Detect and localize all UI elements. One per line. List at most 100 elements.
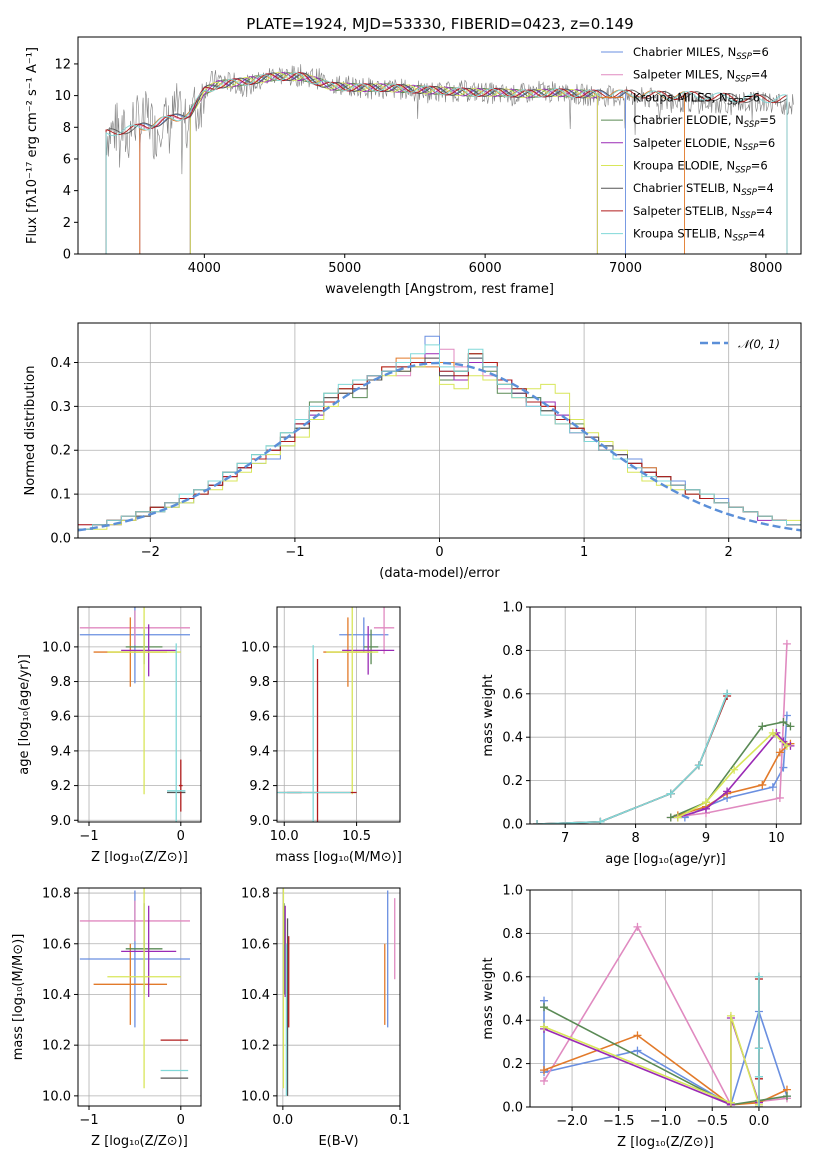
y-tick-label: 10.4	[241, 988, 270, 1003]
x-tick-label: 10.0	[270, 829, 299, 844]
plot-area	[79, 888, 190, 1089]
errorbar-salpeter-miles	[79, 610, 190, 646]
y-tick-label: 0.6	[502, 970, 523, 985]
panel-mass-vs-z: −1 0 10.0 10.2 10.4 10.6 10.8 Z [log₁₀(Z/Z⊙)] ma…	[11, 887, 202, 1149]
data-marker	[723, 689, 732, 698]
data-marker	[782, 639, 791, 648]
y-axis-label: Flux [fλ10⁻¹⁷ erg cm⁻² s⁻¹ A⁻¹]	[25, 47, 40, 244]
data-marker	[754, 1103, 763, 1107]
data-marker	[768, 728, 777, 737]
weight-line-kroupa-elodie	[677, 731, 788, 819]
weight-line-salpeter-elodie	[677, 731, 791, 819]
axes-frame	[276, 606, 401, 823]
model-spectrum-salpeter-stelib	[105, 72, 788, 254]
y-tick-label: 10.8	[42, 887, 71, 902]
plot-area	[105, 64, 794, 254]
model-spectrum-salpeter-miles	[139, 72, 598, 254]
errorbar-kroupa-stelib	[277, 645, 351, 822]
y-tick-label: 10.6	[241, 937, 270, 952]
errorbar-kroupa-elodie	[107, 607, 181, 795]
x-tick-label: 7	[561, 831, 569, 846]
x-tick-label: 9	[702, 831, 710, 846]
y-tick-label: 0.3	[50, 400, 71, 415]
weight-line-chabrier-miles	[543, 1000, 788, 1107]
plot-area	[78, 335, 801, 538]
x-tick-label: 1	[580, 545, 588, 560]
y-tick-label: 2	[63, 216, 71, 231]
axes-frame	[77, 36, 802, 255]
chart-title: PLATE=1924, MJD=53330, FIBERID=0423, z=0…	[246, 15, 633, 33]
x-tick-label: 10.5	[342, 829, 371, 844]
y-tick-label: 0.0	[502, 1101, 523, 1116]
y-tick-label: 9.0	[249, 814, 270, 829]
x-axis-label: wavelength [Angstrom, rest frame]	[325, 282, 554, 297]
panel-mass-vs-ebv: 0.0 0.1 10.0 10.2 10.4 10.6 10.8 E(B-V)	[241, 887, 411, 1149]
model-spectrum-kroupa-elodie	[189, 72, 598, 254]
plot-area	[540, 922, 791, 1107]
y-tick-label: 10	[54, 89, 71, 104]
x-tick-label: 8	[631, 831, 639, 846]
x-tick-label: 0.1	[390, 1113, 411, 1128]
panel-spectrum: 4000 5000 6000 7000 8000 0 2 4 6 8 10 12 wavelength …	[25, 36, 802, 297]
data-marker	[726, 1011, 735, 1020]
y-axis-label: age [log₁₀(age/yr)]	[17, 654, 32, 775]
y-tick-label: 0.2	[502, 774, 523, 789]
errorbar-salpeter-elodie	[121, 905, 177, 997]
model-spectrum-salpeter-elodie	[189, 72, 598, 254]
y-tick-label: 9.6	[249, 710, 270, 725]
data-marker	[768, 783, 777, 792]
y-tick-label: 9.2	[50, 779, 71, 794]
data-marker	[666, 789, 675, 798]
x-tick-label: 0	[177, 1113, 185, 1128]
errorbar-chabrier-elodie	[363, 629, 379, 665]
errorbar-kroupa-stelib	[167, 643, 186, 822]
model-spectrum-chabrier-elodie	[189, 72, 598, 254]
y-tick-label: 10.0	[241, 1089, 270, 1104]
panel-weight-vs-age: 7 8 9 10 0.0 0.2 0.4 0.6 0.8 1.0 age [log₁₀(age/yr…	[481, 601, 802, 867]
x-tick-label: −1	[285, 545, 304, 560]
weight-line-salpeter-elodie	[543, 1017, 760, 1106]
x-tick-label: −1	[79, 1113, 98, 1128]
x-tick-label: −1.0	[650, 1114, 682, 1129]
x-axis-label: mass [log₁₀(M/M⊙)]	[275, 850, 402, 865]
y-tick-label: 10.2	[241, 1039, 270, 1054]
legend-entry: Kroupa STELIB, NSSP=4	[633, 227, 765, 244]
errorbar-salpeter-stelib	[178, 759, 183, 812]
data-marker	[533, 820, 542, 824]
x-tick-label: 0.0	[749, 1114, 770, 1129]
x-axis-label: Z [log₁₀(Z/Z⊙)]	[91, 1134, 188, 1149]
y-tick-label: 0.4	[502, 731, 523, 746]
y-tick-label: 9.2	[249, 779, 270, 794]
errorbar-kroupa-miles	[93, 943, 168, 1025]
legend-entry: Salpeter STELIB, NSSP=4	[633, 204, 773, 221]
legend-entry: Chabrier ELODIE, NSSP=5	[633, 113, 776, 130]
plot-area	[277, 607, 395, 822]
x-tick-label: 0	[435, 545, 443, 560]
y-tick-label: 0.0	[50, 532, 71, 547]
y-tick-label: 9.6	[50, 710, 71, 725]
axes-frame	[276, 887, 401, 1107]
y-axis-label: mass [log₁₀(M/M⊙)]	[11, 934, 26, 1061]
data-marker	[754, 972, 763, 981]
x-tick-label: −2	[141, 545, 160, 560]
data-marker	[540, 1022, 549, 1031]
data-marker	[782, 741, 791, 750]
legend-entry: Kroupa ELODIE, NSSP=6	[633, 159, 768, 176]
y-tick-label: 9.8	[50, 675, 71, 690]
data-marker	[779, 737, 788, 746]
plot-area	[533, 639, 795, 824]
y-tick-label: 0.6	[502, 687, 523, 702]
model-spectrum-chabrier-miles	[139, 72, 626, 254]
x-tick-label: −0.5	[696, 1114, 728, 1129]
x-tick-label: −1	[79, 829, 98, 844]
panel-age-vs-mass: 10.0 10.5 9.0 9.2 9.4 9.6 9.8 10.0 mass [log₁₀(M…	[241, 606, 402, 865]
data-marker	[758, 780, 767, 789]
x-tick-label: 7000	[609, 261, 642, 276]
y-tick-label: 8	[63, 121, 71, 136]
y-tick-label: 1.0	[502, 884, 523, 899]
y-tick-label: 0.2	[50, 444, 71, 459]
y-tick-label: 9.8	[249, 675, 270, 690]
y-tick-label: 0.8	[502, 927, 523, 942]
data-marker	[666, 813, 675, 822]
weight-line-kroupa-elodie	[543, 1015, 760, 1106]
